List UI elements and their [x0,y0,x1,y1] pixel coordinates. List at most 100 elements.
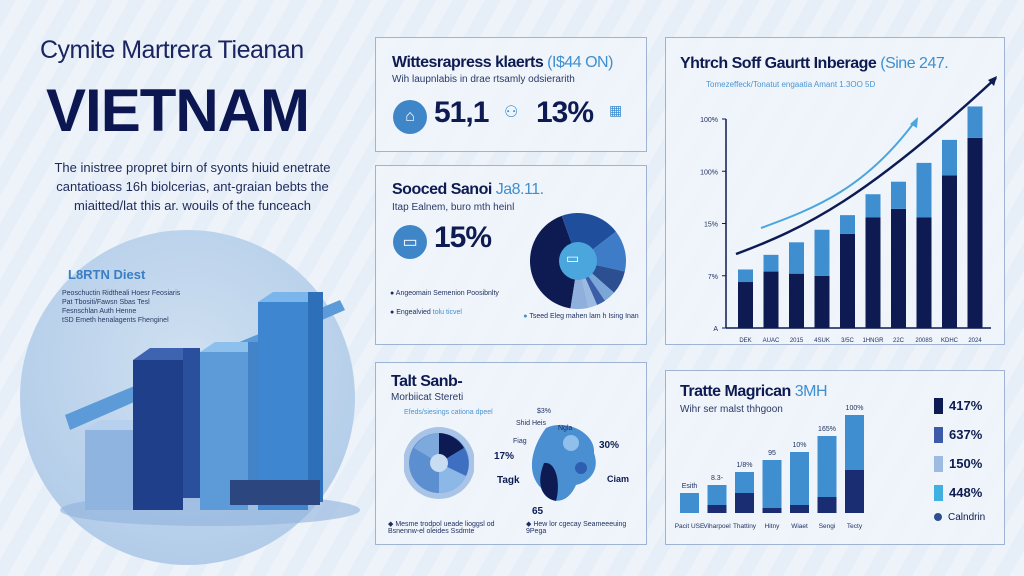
donut-slice [570,261,589,309]
bar-segment [790,452,809,505]
bar-segment [707,505,727,513]
data-label: 1/8% [737,462,753,469]
bar-segment [680,493,699,513]
stat-percent: 13% [536,96,594,129]
legend-label: 637% [949,427,983,442]
bar-segment [845,415,864,470]
bar-segment [891,181,906,209]
x-tick-label: Wiaet [791,523,808,530]
panel-map: Talt Sanb- Morbiicat Stereti Efeds/siesi… [375,362,647,545]
subtitle: Cymite Martrera Tieanan [40,36,304,64]
legend-swatch [934,397,943,414]
legend-swatch [934,426,943,443]
inset-line: Peoschuctin Ridtheali Hoesr Feosiaris [62,290,181,297]
panel-subtitle: Wihr ser malst thhgoon [680,404,783,415]
map-label: Ngla [558,425,573,432]
trend-arrow [735,77,997,256]
region-map [531,424,596,501]
panel-title: Tratte Magrican 3MH [680,383,828,400]
y-tick-label: 100% [700,117,718,124]
bullet-item: ● Engealvied tolu ticvel [390,309,462,316]
note: ◆ Mesme trodpol ueade lioggsl od Bsnennw… [388,521,495,535]
bar-segment [789,242,804,274]
x-tick-label: Pacit USE [675,523,705,530]
map-label: $3% [537,408,552,415]
panel-subtitle: Tomezeffeck/Tonatut engaatia Amant 1.3OO… [706,80,876,89]
legend-item: Calndrin [934,507,985,527]
stacked-bar-chart: Esith Pacit USE 8.3- Viharpoel 1/8% Thattiny 9… [675,405,864,530]
data-label: 95 [768,450,776,457]
segmented-pie [404,427,474,499]
panel-title: Wittesrapress klaerts (I$44 ON) [392,54,613,71]
bar-segment [763,254,779,272]
x-tick-label: 1HNGR [862,338,884,344]
bar-segment [840,233,855,328]
legend-item: 417% [934,391,985,420]
map-label: Tagk [497,475,520,486]
y-tick-label: 100% [700,169,718,176]
legend-swatch [934,455,943,472]
panel-growth-chart: Yhtrch Soff Gaurtt Inberage (Sine 247. T… [665,37,1005,345]
map-label: 30% [599,440,620,451]
x-tick-label: Viharpoel [703,523,731,530]
legend-item: 448% [934,478,985,507]
home-icon: ⌂ [393,100,427,134]
monitor-icon: ▭ [566,250,580,266]
bar-segment [738,282,753,328]
inset-list: Peoschuctin Ridtheali Hoesr Feosiaris Pa… [62,289,180,325]
x-tick-label: 2008S [915,338,932,344]
x-tick-label: DEK [739,338,751,344]
legend-item: 637% [934,420,985,449]
y-tick-label: 15% [704,222,718,229]
paragraph-line: The inistree propret birn of syonts hiui… [54,160,331,175]
panel-title: Talt Sanb- [391,373,463,390]
data-label: 10% [792,442,806,449]
legend-label: 417% [949,398,983,413]
stat-percent: 15% [434,221,492,254]
paragraph-line: miaitted/lat this ar. wouils of the func… [73,198,311,213]
y-tick-label: A [713,326,718,333]
panel-title: Yhtrch Soff Gaurtt Inberage (Sine 247. [680,55,949,72]
building-icon: ▦ [609,102,623,118]
x-tick-label: KDHC [941,338,959,344]
bar-segment [865,194,881,218]
bar-segment [942,139,957,176]
bar-segment [916,217,932,328]
donut-chart [530,213,626,309]
bar-segment [967,137,983,328]
bar-segment [916,162,932,218]
bar-segment [763,271,779,328]
inset-line: Pat Tbositi/Fawsn Sbas Tesl [62,299,150,306]
sofa-icon: ▭ [393,225,427,259]
paragraph-line: cantatioass 16h biolcerias, ant-graian b… [56,179,329,194]
x-tick-label: 2015 [790,338,804,344]
y-tick-label: 7% [708,274,718,281]
donut-hole [559,242,597,280]
map-label: Fiag [513,438,527,445]
bar-segment [865,217,881,328]
panel-market-chart: Tratte Magrican 3MH Wihr ser malst thhgo… [665,370,1005,545]
bar-segment [891,208,906,328]
legend: 417% 637% 150% 448% Calndrin [934,391,985,527]
bar-segment [967,106,983,138]
3d-bar-illustration [60,292,360,526]
panel-subtitle: Itap Ealnem, buro mth heinl [392,202,515,213]
bar-segment [738,269,753,283]
map-label: Ciam [607,474,630,484]
bar-segment [814,275,830,328]
x-tick-label: Sengi [819,523,836,530]
bar-segment [707,485,727,505]
map-label: Shid Heis [516,420,546,427]
inset-line: Fesnschlan Auth Henne [62,308,137,315]
x-tick-label: Thattiny [733,523,757,530]
pie-caption: Efeds/siesings cationa dpeel [404,409,493,416]
x-tick-label: Tecty [847,523,863,530]
bar-segment [817,436,837,497]
bar-segment [845,470,864,513]
data-label: 165% [818,426,836,433]
map-label: 65 [532,506,544,517]
panel-title: Sooced Sanoi Ja8.11. [392,181,544,198]
arrowhead [910,117,918,128]
x-tick-label: 22C [893,338,905,344]
legend-label: Calndrin [948,511,986,523]
